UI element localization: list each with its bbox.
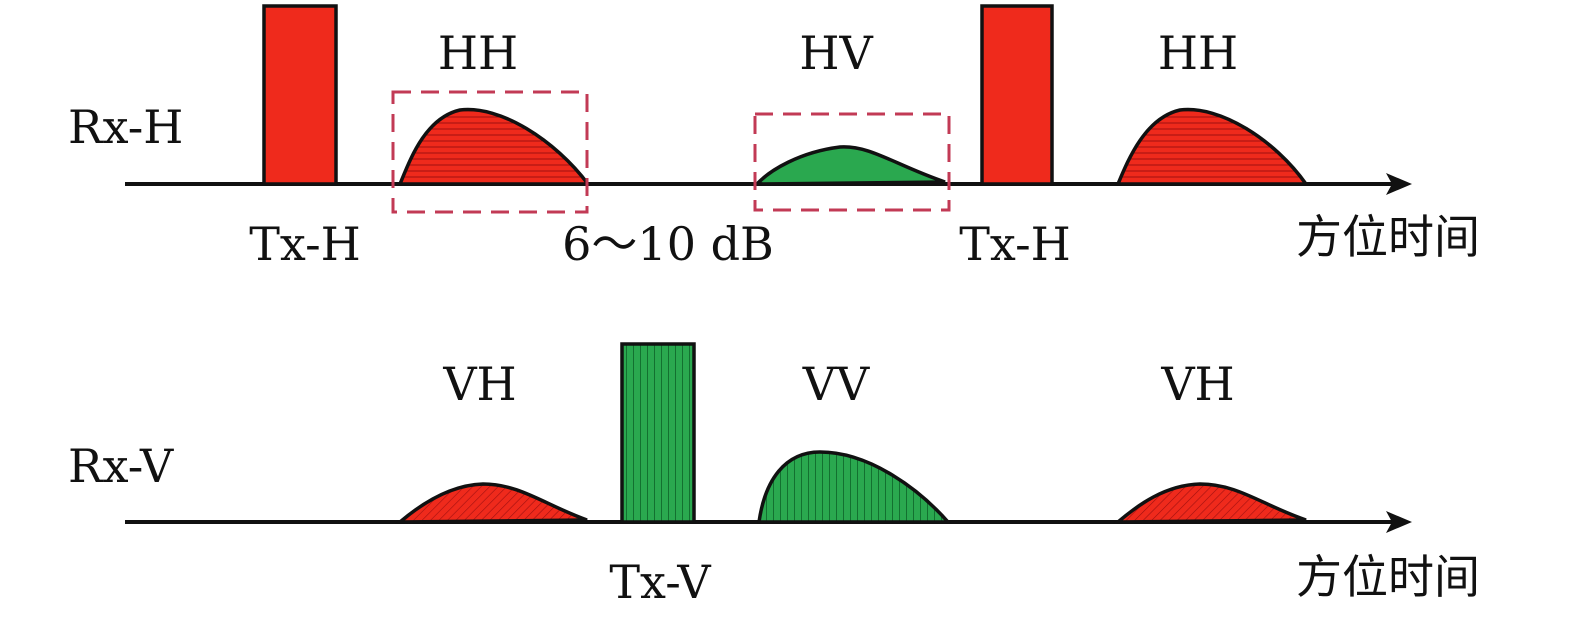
tx-label-v: Tx-V [609,555,711,609]
axis-arrowhead-rx-v [1386,511,1412,533]
axis-arrowhead-rx-h [1386,173,1412,195]
hv-echo [752,145,946,186]
row-rx-h: Rx-H HH HV HH Tx-H 6～10 dB Tx-H 方位时间 [68,4,1480,271]
row-label-rx-h: Rx-H [68,100,183,154]
echo-label-vh-1: VH [442,357,516,411]
tx-v-pulse [620,342,696,524]
axis-label-rx-h: 方位时间 [1296,210,1480,264]
tx-label-h-1: Tx-H [249,217,360,271]
tx-h-pulse-1 [262,4,338,186]
tx-h-pulse-2 [980,4,1054,186]
hv-echo-highlight-box [753,112,951,212]
row-label-rx-v: Rx-V [68,439,174,493]
hh-echo-1 [397,107,592,186]
hh-echo-2 [1115,107,1310,186]
hh-echo-highlight-box [391,90,589,214]
row-rx-v: Rx-V VH VV VH Tx-V 方位时间 [68,342,1480,609]
echo-label-vh-2: VH [1160,357,1234,411]
vh-echo-2 [1113,482,1307,524]
axis-label-rx-v: 方位时间 [1296,550,1480,604]
echo-label-vv: VV [802,357,870,411]
echo-label-hh-1: HH [438,26,518,80]
tx-label-h-2: Tx-H [959,217,1070,271]
vh-echo-1 [395,482,588,524]
vv-echo [756,450,952,524]
attenuation-label: 6～10 dB [562,217,774,271]
echo-label-hv: HV [799,26,873,80]
echo-label-hh-2: HH [1158,26,1238,80]
